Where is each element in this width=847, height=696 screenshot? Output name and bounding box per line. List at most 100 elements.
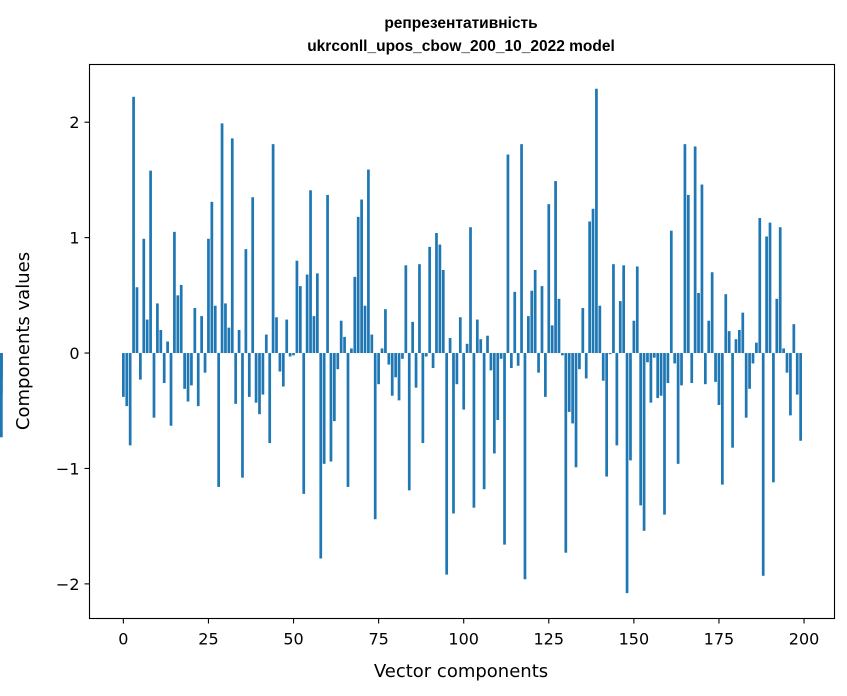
bar [234, 353, 238, 404]
bar [315, 273, 319, 354]
bar [727, 331, 731, 354]
bar [298, 286, 302, 354]
bar [703, 353, 707, 385]
bar [455, 353, 459, 385]
bar [795, 353, 799, 395]
bar [145, 319, 149, 354]
bar [295, 260, 299, 354]
y-axis-label: Components values [13, 252, 34, 430]
bar [516, 353, 520, 366]
bar [193, 308, 197, 354]
bar [782, 348, 785, 354]
bar [322, 353, 326, 464]
bar [717, 353, 721, 405]
bar [309, 190, 312, 354]
bar [700, 184, 704, 354]
bar [755, 342, 758, 354]
bar [618, 301, 622, 354]
bar [152, 353, 156, 418]
bar [768, 222, 772, 354]
bar [506, 154, 510, 354]
bar [462, 353, 466, 410]
bar [635, 266, 639, 354]
bar [278, 353, 282, 372]
bar [312, 316, 316, 354]
bar [448, 338, 452, 354]
bar [421, 353, 425, 444]
bar [356, 216, 360, 354]
bar [387, 353, 391, 365]
bar [200, 316, 203, 354]
bar [707, 320, 711, 354]
bar [411, 321, 415, 354]
bar [281, 353, 285, 387]
bar [210, 201, 214, 354]
bar [659, 353, 663, 396]
bar [530, 290, 534, 354]
bar [567, 353, 571, 412]
bar [608, 353, 612, 355]
bar [230, 138, 234, 354]
bar [139, 353, 142, 380]
bar [377, 353, 380, 385]
bar [503, 353, 506, 545]
bar [584, 353, 588, 379]
bar [220, 123, 224, 354]
bar [482, 353, 486, 490]
y-tick-label: 1 [69, 229, 79, 248]
bar [241, 353, 244, 478]
bar [407, 353, 411, 491]
bar [367, 169, 370, 354]
bar [748, 353, 751, 389]
bar [173, 231, 176, 354]
chart-title-line2: ukrconll_upos_cbow_200_10_2022 model [307, 38, 615, 55]
bar [458, 317, 462, 354]
bar [360, 199, 363, 354]
bar [513, 291, 517, 354]
bar [166, 341, 169, 354]
x-tick-label: 0 [118, 630, 128, 649]
y-axis-ticks: −2 −1 0 1 2 [56, 113, 90, 594]
bar [496, 353, 500, 420]
bar [336, 353, 340, 370]
bar [261, 353, 265, 395]
bar [775, 298, 779, 354]
bar [186, 353, 190, 402]
bar [472, 353, 476, 508]
bar [693, 146, 697, 354]
bar [751, 353, 755, 364]
bar [761, 353, 765, 576]
bar [591, 208, 595, 354]
bar [564, 353, 568, 553]
bar [122, 353, 125, 397]
bar [656, 353, 660, 399]
chart-title-line1: репрезентативність [384, 15, 537, 32]
x-tick-label: 200 [789, 630, 820, 649]
bar [697, 293, 700, 354]
x-tick-label: 25 [198, 630, 218, 649]
bar [353, 276, 357, 354]
bar [428, 246, 432, 354]
bar [509, 353, 513, 369]
bar [571, 353, 574, 424]
bar [162, 353, 166, 384]
bar [326, 194, 329, 354]
bar [499, 353, 503, 359]
bar [363, 305, 367, 354]
bar [778, 227, 782, 354]
bar [714, 353, 717, 382]
bar [612, 264, 615, 354]
bar [125, 353, 129, 407]
bar [441, 269, 445, 354]
bar [401, 353, 404, 359]
bar [302, 353, 306, 494]
bar [237, 329, 241, 354]
bar [258, 353, 261, 415]
bar [128, 353, 132, 446]
bar [489, 353, 493, 371]
bar [554, 181, 557, 354]
bar [268, 353, 272, 444]
bar [159, 329, 163, 354]
bar [738, 329, 741, 354]
